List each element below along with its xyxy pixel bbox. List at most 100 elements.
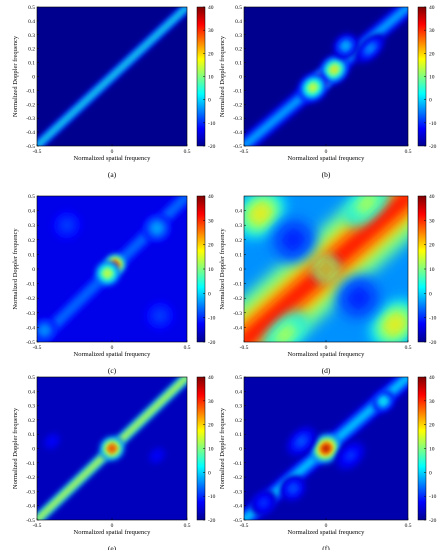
colorbar-tick-label: 40 (208, 375, 214, 381)
x-tick-label: 0 (325, 149, 328, 155)
heatmap-blob (155, 453, 159, 458)
y-tick-label: -0.1 (233, 282, 242, 288)
colorbar-tick-label: 30 (208, 28, 214, 34)
colorbar-tick-label: 30 (429, 218, 435, 224)
x-axis-label: Normalized spatial frequency (288, 351, 366, 358)
heatmap-blob (50, 439, 54, 444)
y-tick-label: -0.2 (26, 102, 35, 108)
colorbar-tick-label: 40 (208, 5, 214, 11)
y-tick-label: 0.3 (235, 404, 242, 410)
heatmap-blob (42, 327, 47, 333)
y-tick-label: 0.4 (28, 209, 35, 215)
x-tick-label: -0.5 (240, 523, 249, 529)
x-tick-label: -0.5 (240, 345, 249, 351)
heatmap-blob (390, 319, 400, 330)
y-tick-label: -0.4 (26, 130, 35, 136)
y-tick-label: 0.1 (235, 61, 242, 67)
y-tick-label: -0.4 (233, 504, 242, 510)
y-tick-label: 0.3 (28, 223, 35, 229)
y-tick-label: 0 (239, 267, 242, 273)
y-tick-label: 0.2 (28, 47, 35, 53)
y-tick-label: -0.3 (26, 311, 35, 317)
colorbar-tick-label: 30 (429, 28, 435, 34)
x-tick-label: 0.5 (184, 149, 191, 155)
colorbar-tick-label: 40 (208, 194, 214, 200)
panel-caption: (a) (108, 170, 117, 179)
heatmap-panel-b: 0.5 0.4 0.3 0.2 0.1 0 -0.1 -0.2 -0.3 -0.4 -0.5-0.5… (219, 5, 437, 179)
colorbar-tick-label: 0 (429, 470, 432, 476)
y-tick-label: 0.2 (235, 238, 242, 244)
y-tick-label: 0 (32, 75, 35, 81)
y-tick-label: 0.4 (235, 209, 242, 215)
colorbar-tick-label: 20 (208, 51, 214, 57)
x-tick-label: 0.5 (184, 523, 191, 529)
y-tick-label: 0.5 (28, 5, 35, 11)
colorbar-tick-label: 20 (208, 423, 214, 429)
ridge-line (37, 7, 187, 146)
y-tick-label: 0.1 (235, 432, 242, 438)
colorbar-tick-label: 20 (429, 243, 435, 249)
heatmap-blob (331, 66, 338, 73)
panel-caption: (e) (108, 544, 117, 550)
x-axis-label: Normalized spatial frequency (74, 529, 152, 536)
colorbar-tick-label: -20 (429, 340, 437, 346)
x-tick-label: -0.5 (33, 345, 42, 351)
colorbar-tick-label: 10 (208, 267, 214, 273)
y-tick-label: -0.4 (26, 504, 35, 510)
y-tick-label: -0.3 (26, 116, 35, 122)
colorbar-tick-label: 20 (208, 243, 214, 249)
y-tick-label: 0.5 (235, 5, 242, 11)
y-tick-label: 0.1 (28, 61, 35, 67)
colorbar-tick-label: -10 (429, 316, 437, 322)
y-tick-label: 0.2 (235, 47, 242, 53)
heatmap-blob (343, 43, 349, 49)
x-axis-label: Normalized spatial frequency (74, 155, 152, 162)
y-tick-label: -0.5 (26, 518, 35, 524)
y-tick-label: 0.3 (235, 33, 242, 39)
colorbar-tick-label: 40 (429, 5, 435, 11)
y-tick-label: -0.2 (26, 296, 35, 302)
y-tick-label: 0.4 (28, 389, 35, 395)
colorbar-tick-label: 20 (429, 51, 435, 57)
y-tick-label: -0.1 (26, 282, 35, 288)
y-tick-label: 0.1 (28, 252, 35, 258)
heatmap-blob (298, 438, 305, 445)
heatmap-blob (280, 330, 290, 339)
y-tick-label: 0.3 (28, 404, 35, 410)
y-tick-label: -0.2 (233, 102, 242, 108)
y-tick-label: 0 (32, 267, 35, 273)
colorbar-tick-label: 0 (429, 291, 432, 297)
x-axis-label: Normalized spatial frequency (288, 155, 366, 162)
colorbar-tick-label: -10 (208, 121, 216, 127)
heatmap-blob (63, 221, 71, 229)
x-tick-label: 0 (111, 149, 114, 155)
y-tick-label: -0.3 (233, 311, 242, 317)
y-tick-label: 0.3 (235, 223, 242, 229)
y-tick-label: -0.5 (26, 144, 35, 150)
colorbar-tick-label: 40 (429, 375, 435, 381)
x-tick-label: -0.5 (33, 149, 42, 155)
y-tick-label: 0.4 (235, 19, 242, 25)
x-tick-label: -0.5 (240, 149, 249, 155)
panel-caption: (f) (322, 544, 330, 550)
y-tick-label: 0.5 (28, 375, 35, 381)
y-tick-label: -0.1 (233, 461, 242, 467)
heatmap-blob (154, 225, 160, 232)
colorbar-tick-label: -10 (208, 316, 216, 322)
y-tick-label: 0.3 (28, 33, 35, 39)
heatmap-blob (354, 293, 364, 303)
y-tick-label: 0.1 (28, 432, 35, 438)
x-axis-label: Normalized spatial frequency (74, 351, 152, 358)
heatmap-blob (323, 266, 329, 272)
heatmap-panel-a: 0.5 0.4 0.3 0.2 0.1 0 -0.1 -0.2 -0.3 -0.4 -0.5-0.5… (12, 5, 216, 179)
heatmap-blob (109, 446, 115, 451)
heatmap-blob (362, 199, 372, 208)
colorbar-tick-label: -20 (208, 518, 216, 524)
x-axis-label: Normalized spatial frequency (288, 529, 366, 536)
colorbar-tick-label: -10 (208, 494, 216, 500)
y-axis-label: Normalized Doppler frequency (219, 35, 226, 117)
colorbar-tick-label: 40 (429, 194, 435, 200)
y-tick-label: 0.2 (28, 238, 35, 244)
colorbar-tick-label: 10 (208, 75, 214, 81)
